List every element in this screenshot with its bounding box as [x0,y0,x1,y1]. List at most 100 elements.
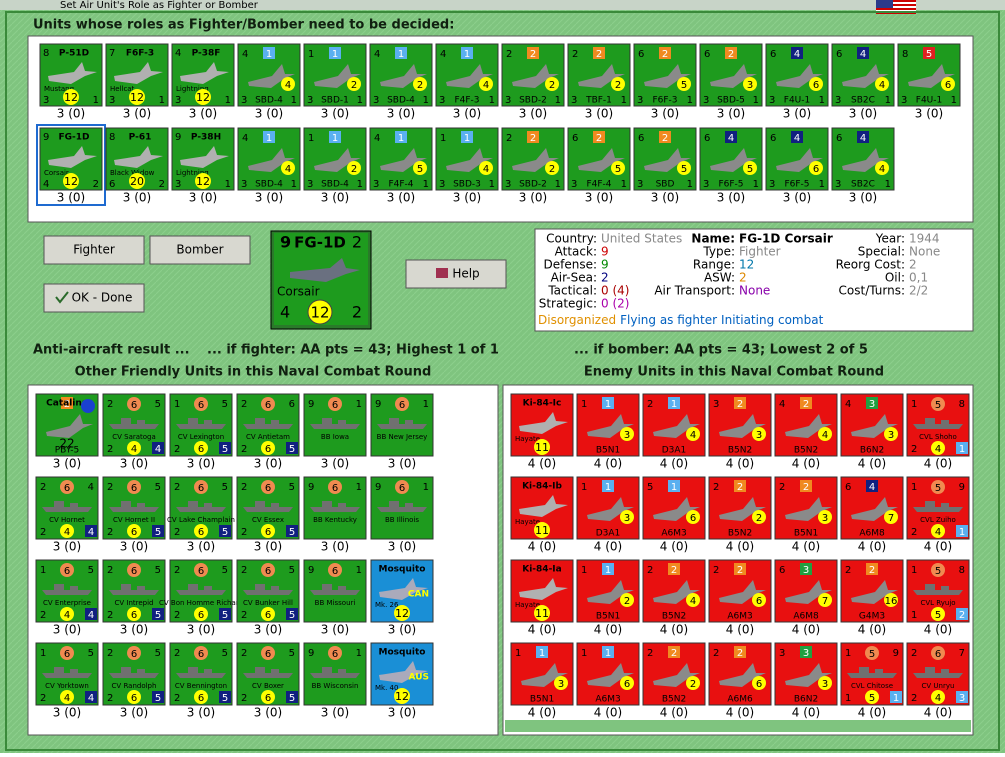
unit-counter[interactable]: 3 3 3 B6N2 [774,642,838,706]
unit-counter[interactable]: 8 P-51D Mustang 3 12 1 [39,43,103,107]
unit-counter[interactable]: 2 2 6 A6M3 [708,559,772,623]
unit-counter[interactable]: 4 153 F4F-4 1 [369,127,433,191]
unit-counter[interactable]: 6 4 5 3 F6F-5 1 [699,127,763,191]
unit-counter[interactable]: 1 1 6 A6M3 [576,642,640,706]
unit-counter[interactable]: 2 2 2 3 SBD-2 1 [501,43,565,107]
unit-counter[interactable]: 2 6 5 CV Saratoga 2 4 4 [102,393,166,457]
unit-counter[interactable]: 9 P-38H Lightning 3 12 1 [171,127,235,191]
bomber-button[interactable]: Bomber [149,235,251,265]
unit-counter[interactable]: 1 1 3 B5N1 [510,642,574,706]
unit-counter[interactable]: 9 6 1 BB Wisconsin [303,642,367,706]
plane [653,497,700,521]
unit-counter[interactable]: 9 6 1 BB Missouri [303,559,367,623]
unit-counter[interactable]: 1 1 2 B5N1 [576,559,640,623]
value-circle [413,161,427,175]
unit-counter[interactable]: 6 4 6 3 F4U-1 1 [765,43,829,107]
unit-counter[interactable]: 2 6 5 CV Essex 2 6 5 [236,476,300,540]
unit-counter[interactable]: 2 6 5 CV Bunker Hill 2 6 5 [236,559,300,623]
unit-counter[interactable]: 6 4 4 3 SB2C 1 [831,43,895,107]
unit-counter[interactable]: 8 5 6 3 F4U-1 1 [897,43,961,107]
unit-counter[interactable]: 4 143 F4F-3 1 [435,43,499,107]
unit-counter[interactable]: 1 6 5 CV Lexington 2 6 5 [169,393,233,457]
unit-counter[interactable]: 9 FG-1D Corsair 4 12 2 [36,124,106,206]
unit-counter[interactable]: 4 143 SBD-4 1 [237,43,301,107]
help-label[interactable]: Help [452,267,479,281]
unit-counter[interactable]: 9 6 1 BB Iowa [303,393,367,457]
unit-counter[interactable]: 9 6 1 BB Kentucky [303,476,367,540]
unit-counter[interactable]: 1 123 SBD-1 1 [303,43,367,107]
unit-counter[interactable]: 2 2 3 B5N1 [774,476,838,540]
unit-counter[interactable]: 1 123 SBD-4 1 [303,127,367,191]
defense: 2 [107,693,113,704]
unit-counter[interactable]: 5 1 6 A6M3 [642,476,706,540]
unit-counter[interactable]: 2 6 7 CV Unryu 2 4 3 [906,642,970,706]
unit-counter[interactable]: 2 6 5 CV Lake Champlain 2 6 5 [167,476,235,540]
unit-counter[interactable]: 2 6 6 CV Antietam 2 6 5 [236,393,300,457]
unit-counter[interactable]: 2 2 2 3 SBD-2 1 [501,127,565,191]
unit-counter[interactable]: 2 2 2 3 TBF-1 1 [567,43,631,107]
unit-counter[interactable]: 4 143 SBD-4 1 [237,127,301,191]
unit-counter[interactable]: 3 2 3 B5N2 [708,393,772,457]
unit-counter[interactable]: 6 2 5 3 SBD 1 [633,127,697,191]
unit-counter[interactable]: 2 6 5 CV Bennington 2 6 5 [169,642,233,706]
unit-counter[interactable]: 8 P-61 Black Widow 6 20 2 [105,127,169,191]
unit-caption: 3 (0) [519,107,547,121]
info-label: Air Transport: [654,284,735,298]
scrollbar[interactable] [505,720,971,732]
bomber-label[interactable]: Bomber [176,243,223,257]
unit-counter[interactable]: 4 123 SBD-4 1 [369,43,433,107]
unit-counter[interactable]: 2 2 2 B5N2 [708,476,772,540]
unit-counter[interactable]: 2 6 5 CV Randolph 2 6 5 [102,642,166,706]
unit-counter[interactable]: 1 6 5 CV Enterprise 2 4 4 [35,559,99,623]
unit-counter[interactable]: 4 2 4 B5N2 [774,393,838,457]
unit-counter[interactable]: 2 2 2 B5N2 [642,642,706,706]
unit-counter[interactable]: 6 4 6 3 F6F-5 1 [765,127,829,191]
help-button[interactable]: Help [405,259,507,289]
unit-counter[interactable]: 1 6 5 CV Yorktown 2 4 4 [35,642,99,706]
unit-counter[interactable]: 4 3 3 B6N2 [840,393,904,457]
unit-counter[interactable]: 2 6 5CV Hornet II2 6 5 [102,476,166,540]
ok-label[interactable]: OK - Done [72,291,133,305]
unit-counter[interactable]: Mosquito Mk. 26 CAN 12 [370,559,434,623]
unit-counter[interactable]: 6 2 5 3 F4F-4 1 [567,127,631,191]
unit-counter[interactable]: 2 6 5 CV Boxer 2 6 5 [236,642,300,706]
fighter-label[interactable]: Fighter [73,243,115,257]
info-value: 0 (2) [601,297,629,311]
unit-counter[interactable]: 1 143 SBD-3 1 [435,127,499,191]
unit-counter[interactable]: 7 F6F-3 Hellcat 3 12 1 [105,43,169,107]
value: 4 [879,80,885,91]
unit-counter[interactable]: 6 233 SBD-5 1 [699,43,763,107]
unit-counter[interactable]: 2 6 5 CV Bon Homme Richard 2 6 5 [159,559,243,623]
unit-counter[interactable]: 6 4 4 3 SB2C 1 [831,127,895,191]
value-circle [554,676,568,690]
move: 1 [357,179,363,190]
unit-counter[interactable]: 9 6 1 BB New Jersey [370,393,434,457]
unit-counter[interactable]: 6 2 5 3 F6F-3 1 [633,43,697,107]
ok-button[interactable]: OK - Done [43,283,145,313]
unit-counter[interactable]: 2 2 4 B5N2 [642,559,706,623]
unit-counter[interactable]: 1 1 3 B5N1 [576,393,640,457]
unit-counter[interactable]: 9 6 1 BB Illinois [370,476,434,540]
br-value: 5 [222,444,228,455]
fighter-button[interactable]: Fighter [43,235,145,265]
move: 7 [959,648,965,659]
unit-counter[interactable]: 4 P-38F Lightning 3 12 1 [171,43,235,107]
value: 6 [198,610,204,621]
